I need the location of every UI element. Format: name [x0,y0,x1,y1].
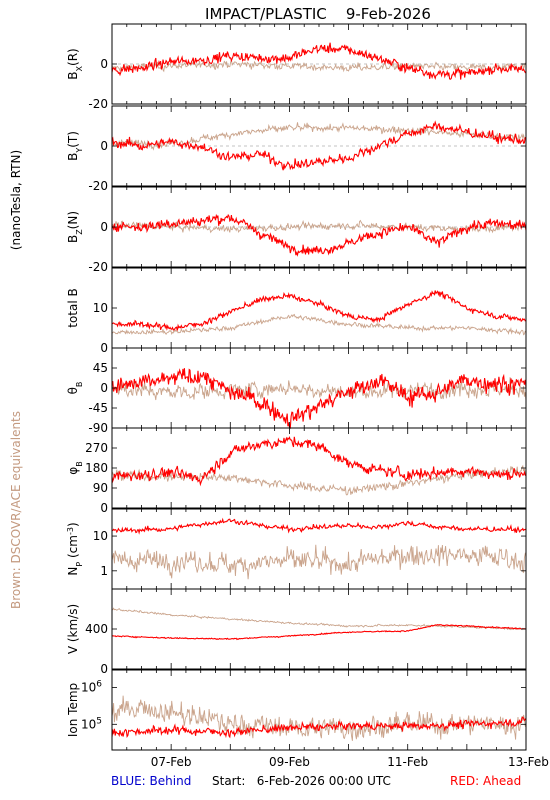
panel-frame [111,588,527,670]
panel-2: 0 -20 BY(T) [66,105,527,193]
y-tick-label: -20 [88,97,108,111]
y-tick-label: 10 [93,301,108,315]
left-label-dscovr: Brown: DSCOVR/ACE equivalents [9,411,23,609]
y-axis-label: Ion Temp [66,683,80,737]
series-dscovr-panel-4 [111,313,527,336]
panel-frame [111,267,527,349]
series-dscovr-panel-7 [111,544,527,580]
panel-1: 0 -20 BX(R) [66,23,527,111]
panel-5: 45 0 -45 -90 θB [66,347,527,435]
y-tick-label: 45 [93,361,108,375]
series-ahead-panel-5 [111,368,527,430]
y-tick-label: -45 [88,401,108,415]
series-dscovr-panel-6 [111,464,527,496]
series-dscovr-panel-2 [111,122,526,151]
x-tick-label: 09-Feb [269,755,310,769]
series-ahead-panel-2 [111,120,527,171]
panel-4: 10 0 total B [66,267,527,355]
series-ahead-panel-9 [111,716,527,739]
y-tick-label: 105 [81,716,102,731]
y-tick-label: -20 [88,179,108,193]
series-ahead-panel-6 [111,435,527,487]
y-tick-label: 270 [85,441,108,455]
x-tick-label: 07-Feb [151,755,192,769]
panel-8: 400 0 V (km/s) [66,588,527,676]
x-tick-label: 11-Feb [387,755,428,769]
y-tick-label: 0 [100,220,108,234]
series-dscovr-panel-1 [111,58,527,73]
chart-title: IMPACT/PLASTIC 9-Feb-2026 [205,5,431,23]
footer-start-label: Start: 6-Feb-2026 00:00 UTC [212,774,391,788]
y-tick-label: -90 [88,421,108,435]
y-tick-label: 90 [93,481,108,495]
y-tick-label: 0 [100,381,108,395]
series-ahead-panel-3 [111,213,527,257]
footer-behind-label: BLUE: Behind [111,774,191,788]
series-dscovr-panel-3 [111,219,527,234]
series-ahead-panel-8 [111,623,527,641]
y-tick-label: 0 [100,139,108,153]
x-tick-label: 13-Feb [508,755,549,769]
series-ahead-panel-4 [111,290,527,331]
series-dscovr-panel-5 [111,377,527,401]
y-tick-label: 1 [100,564,108,578]
y-tick-label: 0 [100,501,108,515]
y-tick-label: 400 [85,622,108,636]
y-axis-label: V (km/s) [66,604,80,654]
y-axis-label: total B [66,288,80,328]
y-tick-label: 0 [100,662,108,676]
y-axis-label: NP (cm-3) [66,522,84,575]
panel-frame [111,669,527,751]
left-label-nanotesla: (nanoTesla, RTN) [9,150,23,250]
y-tick-label: 10 [93,529,108,543]
y-axis-label: BX(R) [66,48,84,79]
panel-6: 270 180 90 0 φB [66,427,527,515]
y-tick-label: 106 [81,680,102,695]
y-tick-label: 0 [100,341,108,355]
series-dscovr-panel-9 [111,695,527,741]
series-ahead-panel-7 [111,517,527,535]
panel-3: 0 -20 BZ(N) [66,186,527,274]
panel-frame [111,427,527,509]
y-tick-label: 0 [100,57,108,71]
footer-ahead-label: RED: Ahead [450,774,521,788]
panel-7: 10 1 NP (cm-3) [66,508,527,590]
y-axis-label: BY(T) [66,131,84,161]
y-tick-label: 180 [85,461,108,475]
series-ahead-panel-1 [111,42,527,81]
y-axis-label: BZ(N) [66,211,84,243]
y-axis-label: φB [66,461,84,474]
y-axis-label: θB [66,382,84,395]
y-tick-label: -20 [88,260,108,274]
